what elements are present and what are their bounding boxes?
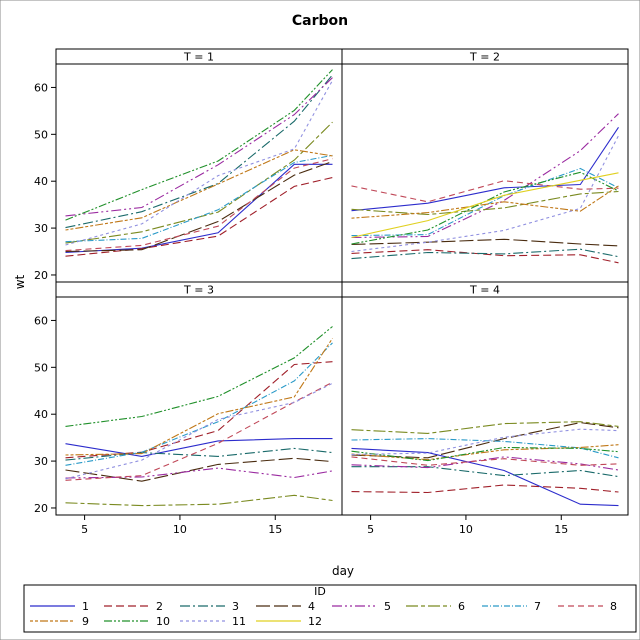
legend-label: 11: [232, 615, 246, 628]
series-line-id-5: [351, 456, 619, 471]
y-tick-label: 60: [34, 81, 48, 94]
series-line-id-1: [351, 126, 619, 212]
legend-label: 10: [156, 615, 170, 628]
y-tick-label: 20: [34, 502, 48, 515]
legend-item-id-2: 2: [104, 600, 163, 613]
y-tick-label: 50: [34, 361, 48, 374]
y-tick-label: 50: [34, 128, 48, 141]
series-line-id-9: [65, 337, 333, 456]
series-line-id-10: [65, 69, 333, 221]
panel-label: T = 1: [183, 51, 214, 64]
legend-item-id-1: 1: [30, 600, 89, 613]
series-line-id-3: [65, 74, 333, 229]
legend-label: 6: [458, 600, 465, 613]
legend-label: 8: [610, 600, 617, 613]
series-line-id-3: [65, 447, 333, 461]
series-line-id-6: [351, 421, 619, 434]
panel-2: T = 2: [341, 48, 629, 283]
series-line-id-11: [351, 135, 619, 253]
series-line-id-4: [65, 160, 333, 253]
series-line-id-4: [65, 457, 333, 482]
legend-item-id-7: 7: [482, 600, 541, 613]
panel-label: T = 2: [469, 51, 500, 64]
series-line-id-8: [351, 180, 619, 203]
series-line-id-4: [351, 422, 619, 459]
series-line-id-5: [65, 77, 333, 217]
x-tick-label: 15: [554, 523, 568, 536]
x-axis-label: day: [332, 564, 354, 578]
legend-item-id-4: 4: [256, 600, 315, 613]
y-tick-label: 40: [34, 408, 48, 421]
y-axis-label: wt: [13, 274, 27, 289]
x-tick-label: 5: [81, 523, 88, 536]
legend: ID 1 2 3 4 5 6 7 89 10 11 12: [23, 584, 637, 633]
series-line-id-11: [65, 80, 333, 246]
y-tick-label: 60: [34, 314, 48, 327]
legend-label: 7: [534, 600, 541, 613]
facet-panels: T = 1 20 30 40 50 60 T = 2 T = 3 20 30 40 50 60 5 10 15…: [34, 48, 629, 536]
panel-3: T = 3 20 30 40 50 60 5 10 15: [34, 281, 343, 536]
series-line-id-10: [65, 326, 333, 427]
series-line-id-6: [65, 494, 333, 507]
series-line-id-7: [65, 154, 333, 243]
legend-label: 9: [82, 615, 89, 628]
series-line-id-12: [351, 172, 619, 239]
legend-item-id-9: 9: [30, 615, 89, 628]
series-line-id-7: [65, 342, 333, 466]
series-line-id-2: [65, 176, 333, 257]
series-line-id-2: [351, 484, 619, 494]
legend-label: 12: [308, 615, 322, 628]
series-line-id-11: [351, 428, 619, 456]
series-line-id-1: [351, 447, 619, 507]
legend-item-id-10: 10: [104, 615, 170, 628]
series-line-id-9: [351, 185, 619, 219]
series-line-id-9: [65, 149, 333, 231]
series-line-id-8: [65, 158, 333, 252]
series-line-id-10: [351, 446, 619, 462]
series-line-id-1: [65, 438, 333, 457]
x-tick-label: 10: [173, 523, 187, 536]
legend-item-id-5: 5: [332, 600, 391, 613]
legend-title: ID: [314, 585, 326, 598]
legend-item-id-8: 8: [558, 600, 617, 613]
series-line-id-10: [351, 171, 619, 245]
series-line-id-7: [351, 438, 619, 459]
series-line-id-8: [351, 456, 619, 466]
legend-item-id-6: 6: [406, 600, 465, 613]
series-line-id-3: [351, 248, 619, 260]
series-line-id-4: [351, 238, 619, 247]
legend-item-id-3: 3: [180, 600, 239, 613]
series-line-id-6: [351, 190, 619, 216]
legend-label: 3: [232, 600, 239, 613]
panel-4: T = 4 5 10 15: [341, 281, 629, 536]
panel-label: T = 4: [469, 284, 500, 297]
legend-item-id-12: 12: [256, 615, 322, 628]
legend-label: 5: [384, 600, 391, 613]
series-line-id-5: [351, 113, 619, 239]
panel-label: T = 3: [183, 284, 214, 297]
series-line-id-6: [65, 121, 333, 244]
x-tick-label: 5: [367, 523, 374, 536]
legend-item-id-11: 11: [180, 615, 246, 628]
x-tick-label: 15: [268, 523, 282, 536]
series-line-id-2: [351, 249, 619, 264]
series-line-id-1: [65, 163, 333, 254]
x-tick-label: 10: [459, 523, 473, 536]
legend-label: 4: [308, 600, 315, 613]
panel-frame: [341, 296, 629, 516]
y-tick-label: 30: [34, 222, 48, 235]
series-line-id-8: [65, 381, 333, 481]
legend-frame: [23, 584, 637, 633]
legend-label: 1: [82, 600, 89, 613]
series-line-id-7: [351, 167, 619, 237]
y-tick-label: 40: [34, 175, 48, 188]
y-tick-label: 30: [34, 455, 48, 468]
y-tick-label: 20: [34, 269, 48, 282]
chart-title: Carbon: [292, 13, 348, 29]
legend-label: 2: [156, 600, 163, 613]
